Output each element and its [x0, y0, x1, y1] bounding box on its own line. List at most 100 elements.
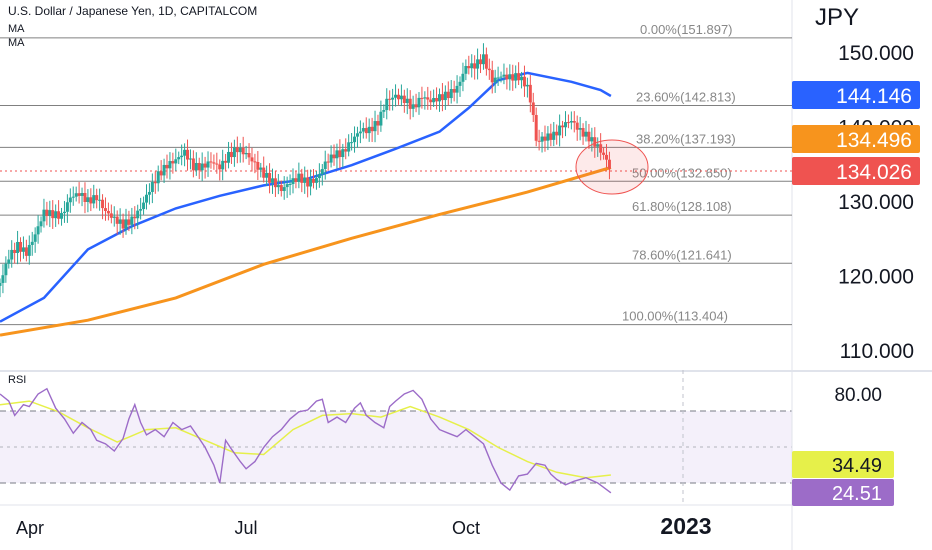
candle-body: [36, 226, 40, 235]
candle-body: [572, 121, 576, 123]
candle-body: [103, 208, 107, 211]
candle-body: [139, 209, 143, 211]
rsi-legend: RSI: [8, 374, 27, 386]
candle-body: [186, 149, 190, 160]
candle-body: [45, 209, 49, 217]
ma-legend-2: MA: [8, 37, 25, 49]
candle-body: [394, 94, 398, 98]
candle-body: [188, 158, 192, 160]
axes: 150.000140.000130.000120.000110.00080.00…: [16, 42, 914, 539]
candle-body: [411, 104, 415, 109]
candle-body: [379, 111, 383, 126]
candle-body: [575, 122, 579, 130]
candle-body: [171, 161, 175, 164]
candle-body: [112, 216, 116, 218]
candle-body: [303, 177, 307, 183]
candle-body: [268, 172, 272, 183]
candle-body: [27, 244, 31, 256]
candle-body: [294, 178, 298, 182]
candles: [0, 43, 611, 298]
candle-body: [502, 74, 506, 77]
candle-body: [408, 98, 412, 109]
candle-body: [364, 128, 368, 134]
candle-body: [391, 97, 395, 100]
candle-body: [127, 219, 131, 225]
candle-body: [312, 178, 316, 183]
candle-body: [517, 73, 521, 81]
candle-body: [370, 126, 374, 132]
candle-body: [215, 163, 219, 165]
candle-body: [455, 85, 459, 93]
candle-body: [221, 160, 225, 170]
candle-body: [487, 68, 491, 71]
candle-body: [484, 54, 488, 69]
candle-body: [13, 249, 17, 254]
candle-body: [115, 216, 119, 224]
candle-body: [309, 178, 313, 187]
candle-body: [118, 219, 122, 224]
candle-body: [80, 192, 84, 196]
price-tick-label: 110.000: [840, 340, 914, 363]
highlight-circle: [575, 139, 649, 195]
rsi-badge: [792, 451, 894, 478]
candle-body: [347, 142, 351, 152]
candle-body: [420, 97, 424, 99]
candle-body: [270, 178, 274, 183]
candle-body: [432, 97, 436, 103]
candle-body: [596, 144, 600, 147]
candle-body: [344, 149, 348, 152]
candle-body: [599, 144, 603, 153]
candle-body: [540, 136, 544, 142]
candle-body: [481, 54, 485, 65]
candle-body: [54, 211, 58, 219]
candle-body: [605, 154, 609, 160]
candle-body: [385, 98, 389, 111]
candle-body: [578, 128, 582, 130]
candle-body: [136, 210, 140, 219]
candle-body: [443, 91, 447, 101]
fib-label: 38.20%(137.193): [636, 131, 736, 146]
candle-body: [288, 183, 292, 185]
candle-body: [10, 249, 14, 260]
candle-body: [467, 65, 471, 69]
candle-body: [405, 98, 409, 104]
candle-body: [253, 161, 257, 163]
candle-body: [320, 169, 324, 175]
candle-body: [206, 161, 210, 168]
candle-body: [426, 97, 430, 100]
candle-body: [429, 99, 433, 103]
fib-label: 23.60%(142.813): [636, 90, 736, 105]
candle-body: [232, 147, 236, 158]
candle-body: [323, 161, 327, 170]
candle-body: [470, 63, 474, 69]
candle-body: [165, 164, 169, 169]
candle-body: [241, 147, 245, 155]
fib-label: 61.80%(128.108): [632, 199, 732, 214]
candle-body: [376, 121, 380, 126]
candle-body: [247, 153, 251, 158]
ma-slow-line: [0, 166, 612, 337]
candle-body: [42, 209, 46, 222]
rsi-badge: [792, 479, 894, 506]
candle-body: [581, 128, 585, 137]
candle-body: [180, 155, 184, 158]
candle-body: [555, 131, 559, 136]
candle-body: [361, 128, 365, 132]
candle-body: [57, 211, 61, 219]
candle-body: [314, 178, 318, 183]
price-badge: [792, 125, 920, 153]
candle-body: [244, 153, 248, 155]
rsi-lines: [0, 387, 612, 494]
candle-body: [531, 102, 535, 115]
candle-body: [341, 149, 345, 158]
candle-body: [458, 81, 462, 86]
candle-body: [329, 154, 333, 163]
candle-body: [183, 149, 187, 156]
candle-body: [276, 185, 280, 188]
price-badge: [792, 157, 920, 185]
fib-label: 78.60%(121.641): [632, 247, 732, 262]
candle-body: [159, 171, 163, 176]
candle-body: [584, 131, 588, 137]
candle-body: [16, 241, 20, 254]
time-tick-label: Jul: [234, 518, 257, 538]
